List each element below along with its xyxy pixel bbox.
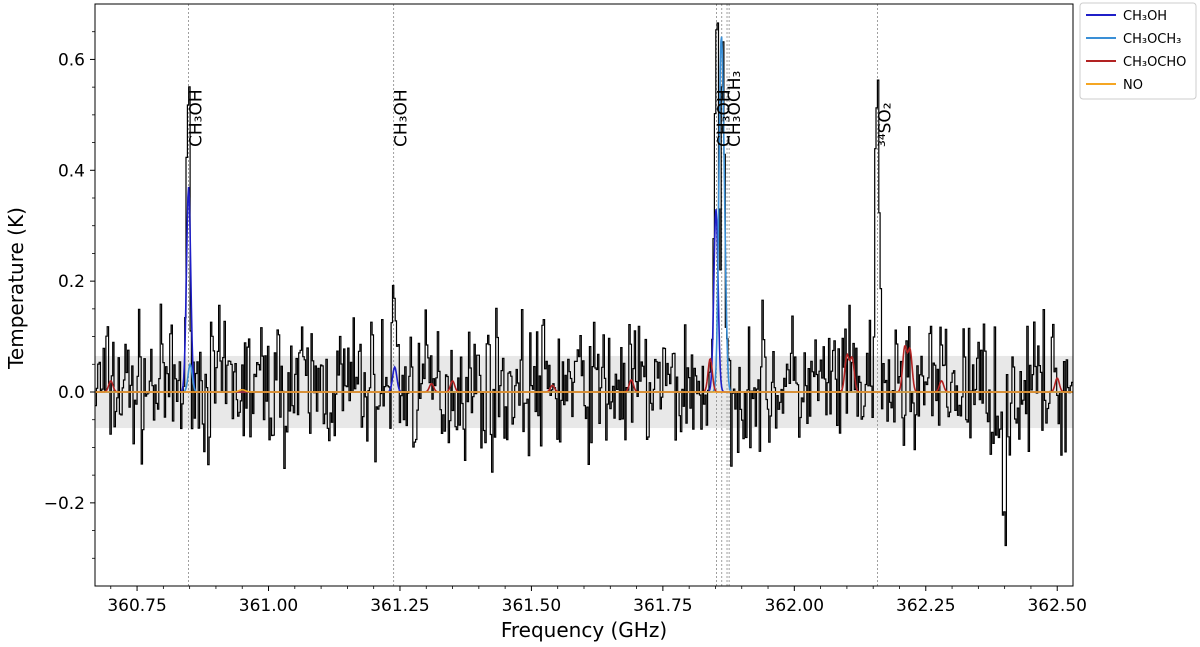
axes: 360.75 361.00 361.25 361.50 361.75 362.00 362.… bbox=[44, 3, 1087, 616]
y-axis-label: Temperature (K) bbox=[4, 207, 28, 370]
x-tick-label-3: 361.50 bbox=[502, 596, 561, 616]
y-tick-label-0: −0.2 bbox=[44, 494, 85, 514]
model-series-1 bbox=[95, 36, 1073, 393]
legend-label-2: CH₃OCHO bbox=[1123, 55, 1186, 70]
model-series-3 bbox=[95, 388, 1073, 393]
line-label-2: CH₃OH bbox=[715, 89, 735, 147]
legend-label-1: CH₃OCH₃ bbox=[1123, 32, 1181, 47]
legend-label-3: NO bbox=[1123, 78, 1143, 93]
x-tick-label-1: 361.00 bbox=[239, 596, 298, 616]
line-label-6: ³⁴SO₂ bbox=[875, 102, 895, 147]
y-tick-label-3: 0.4 bbox=[58, 161, 85, 181]
x-tick-label-7: 362.50 bbox=[1027, 596, 1086, 616]
line-label-1: CH₃OH bbox=[392, 89, 412, 147]
x-axis-label: Frequency (GHz) bbox=[501, 618, 667, 642]
y-tick-label-4: 0.6 bbox=[58, 50, 85, 70]
legend-box bbox=[1079, 2, 1197, 100]
plot-frame bbox=[94, 3, 1074, 587]
x-tick-label-5: 362.00 bbox=[765, 596, 824, 616]
x-tick-label-0: 360.75 bbox=[107, 596, 166, 616]
plot-clipped-group bbox=[95, 4, 1073, 586]
y-tick-label-1: 0.0 bbox=[58, 383, 85, 403]
y-tick-label-2: 0.2 bbox=[58, 272, 85, 292]
legend: CH₃OH CH₃OCH₃ CH₃OCHO NO bbox=[1079, 2, 1197, 100]
line-label-4: CH₃OCH₃ bbox=[725, 71, 745, 147]
observed-spectrum-line bbox=[95, 22, 1073, 547]
line-label-0: CH₃OH bbox=[187, 89, 207, 147]
x-tick-label-6: 362.25 bbox=[896, 596, 955, 616]
x-tick-label-2: 361.25 bbox=[370, 596, 429, 616]
x-tick-label-4: 361.75 bbox=[633, 596, 692, 616]
legend-label-0: CH₃OH bbox=[1123, 9, 1167, 24]
